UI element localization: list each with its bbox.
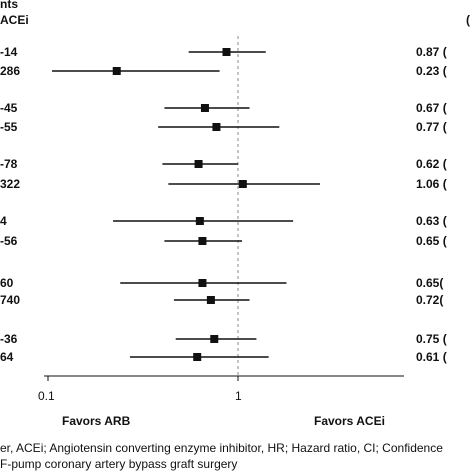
row-estimate-10: 0.75 ( <box>416 332 447 346</box>
row-estimate-0: 0.87 ( <box>416 45 447 59</box>
row-estimate-11: 0.61 ( <box>416 350 447 364</box>
hr-point-8 <box>198 279 207 287</box>
hr-point-0 <box>222 48 231 56</box>
hr-point-5 <box>238 180 247 188</box>
hr-point-2 <box>200 104 209 112</box>
row-label-11: 64 <box>0 350 14 364</box>
row-estimate-6: 0.63 ( <box>416 214 447 228</box>
hr-point-1 <box>112 67 121 75</box>
x-tick-label-1: 1 <box>235 389 242 403</box>
row-estimate-3: 0.77 ( <box>416 120 447 134</box>
hr-point-11 <box>193 353 202 361</box>
row-label-1: 286 <box>0 64 21 78</box>
row-label-7: -56 <box>0 234 18 248</box>
row-estimate-1: 0.23 ( <box>416 64 447 78</box>
hr-point-3 <box>212 123 221 131</box>
row-label-4: -78 <box>0 157 18 171</box>
x-tick-label-0.1: 0.1 <box>38 389 55 403</box>
column-header-hr-ci: ( <box>466 13 470 27</box>
row-estimate-2: 0.67 ( <box>416 101 447 115</box>
footnote-abbreviations: er, ACEi; Angiotensin converting enzyme … <box>0 441 443 455</box>
row-label-5: 322 <box>0 177 21 191</box>
row-estimate-5: 1.06 ( <box>416 177 447 191</box>
hr-point-10 <box>210 335 219 343</box>
row-label-6: 4 <box>0 214 7 228</box>
row-estimate-9: 0.72( <box>416 293 444 307</box>
favors-acei-label: Favors ACEi <box>314 414 385 428</box>
row-estimate-8: 0.65( <box>416 276 444 290</box>
column-header-acei: ACEi <box>0 13 29 27</box>
row-label-2: -45 <box>0 101 18 115</box>
hr-point-7 <box>198 237 207 245</box>
row-estimate-4: 0.62 ( <box>416 157 447 171</box>
row-label-9: 740 <box>0 293 21 307</box>
hr-point-4 <box>194 160 203 168</box>
row-label-0: -14 <box>0 45 18 59</box>
column-header-events: nts <box>0 0 18 11</box>
favors-arb-label: Favors ARB <box>62 414 131 428</box>
row-estimate-7: 0.65 ( <box>416 234 447 248</box>
row-label-3: -55 <box>0 120 18 134</box>
row-label-8: 60 <box>0 276 14 290</box>
hr-point-9 <box>206 296 215 304</box>
hr-point-6 <box>195 217 204 225</box>
footnote-surgery: F-pump coronary artery bypass graft surg… <box>0 457 238 471</box>
row-label-10: -36 <box>0 332 18 346</box>
